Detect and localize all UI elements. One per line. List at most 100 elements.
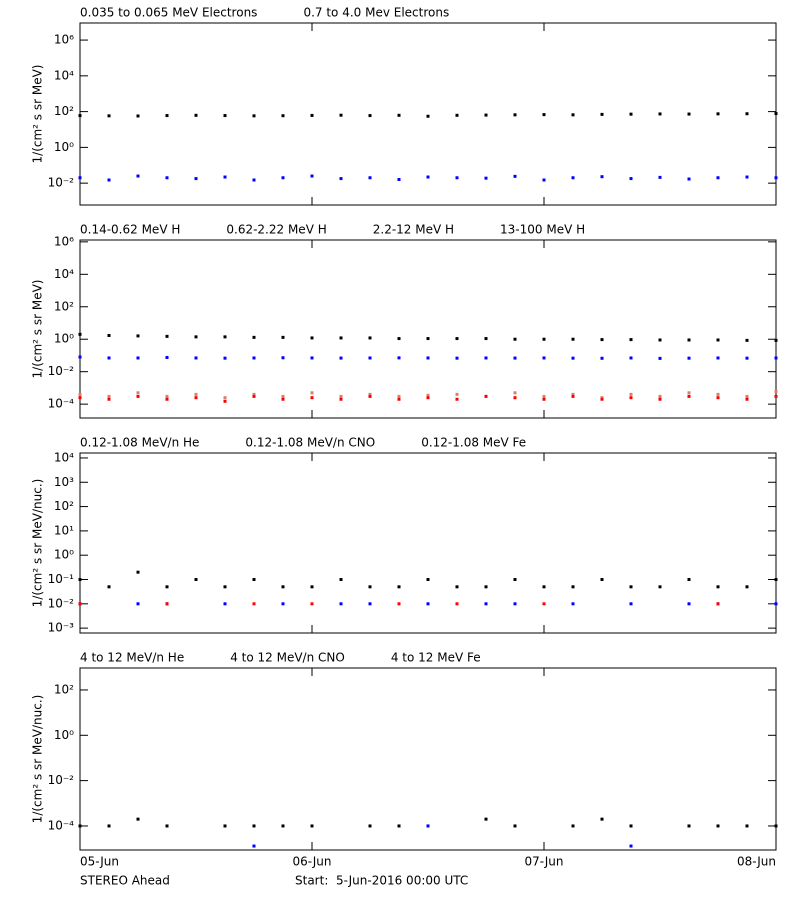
data-point [745,175,749,179]
data-point [223,396,227,400]
data-point [658,397,662,401]
data-point [542,397,546,401]
data-point [542,356,546,360]
data-point [339,394,343,398]
data-point [484,602,488,606]
data-point [629,396,633,400]
y-tick-label: 10⁻² [48,364,75,378]
data-point [78,332,82,336]
data-point [397,356,401,360]
data-point [310,356,314,360]
y-tick-label: 10⁰ [54,548,74,562]
data-point [571,176,575,180]
data-point [252,335,256,339]
data-point [455,356,459,360]
data-point [774,356,778,360]
data-point [281,114,285,118]
legend-entry: 0.12-1.08 MeV Fe [421,436,526,450]
data-point [484,337,488,341]
data-point [165,355,169,359]
y-tick-label: 10¹ [54,523,74,537]
data-point [716,602,720,606]
data-point [252,114,256,118]
data-point [687,177,691,181]
data-point [774,578,778,582]
data-point [687,394,691,398]
data-point [745,394,749,398]
data-point [310,174,314,178]
data-point [194,356,198,360]
data-point [687,578,691,582]
data-point [629,356,633,360]
data-point [513,337,517,341]
spacecraft-label: STEREO Ahead [80,874,170,888]
data-point [339,356,343,360]
data-point [78,824,82,828]
y-axis-label: 1/(cm² s sr MeV) [31,280,45,379]
data-point [542,585,546,589]
data-point [426,356,430,360]
data-point [571,585,575,589]
data-point [716,112,720,116]
data-point [426,578,430,582]
legend-entry: 4 to 12 MeV/n He [80,651,184,665]
x-tick-label: 06-Jun [292,855,331,869]
data-point [107,178,111,182]
data-point [455,113,459,117]
data-point [426,602,430,606]
data-point [136,394,140,398]
data-point [774,390,778,394]
data-point [455,337,459,341]
data-point [252,178,256,182]
data-point [716,356,720,360]
data-point [426,824,430,828]
data-point [310,396,314,400]
data-point [600,112,604,116]
data-point [397,602,401,606]
data-point [426,337,430,341]
data-point [78,355,82,359]
x-tick-label: 08-Jun [737,855,776,869]
data-point [600,817,604,821]
data-point [629,392,633,396]
data-point [281,335,285,339]
data-point [310,391,314,395]
plot-frame [79,239,777,419]
data-point [223,356,227,360]
data-point [600,356,604,360]
data-point [223,824,227,828]
plot-frame [79,667,777,851]
data-point [629,602,633,606]
data-point [600,578,604,582]
y-tick-label: 10⁶ [54,33,74,47]
data-point [513,174,517,178]
data-point [252,392,256,396]
data-point [310,113,314,117]
data-point [745,338,749,342]
data-point [774,394,778,398]
data-point [368,356,372,360]
data-point [484,356,488,360]
data-point [687,391,691,395]
y-tick-label: 10⁴ [54,450,74,464]
y-tick-label: 10⁴ [54,267,74,281]
data-point [484,176,488,180]
data-point [78,176,82,180]
data-point [310,602,314,606]
x-tick-label: 07-Jun [524,855,563,869]
data-point [426,396,430,400]
data-point [252,602,256,606]
data-point [629,585,633,589]
legend-entry: 0.035 to 0.065 MeV Electrons [80,6,257,20]
data-point [455,392,459,396]
legend-entry: 0.14-0.62 MeV H [80,223,180,237]
data-point [658,338,662,342]
data-point [107,585,111,589]
data-point [484,113,488,117]
data-point [252,356,256,360]
data-point [571,824,575,828]
data-point [136,356,140,360]
data-point [165,397,169,401]
legend-entry: 4 to 12 MeV Fe [391,651,481,665]
data-point [194,578,198,582]
